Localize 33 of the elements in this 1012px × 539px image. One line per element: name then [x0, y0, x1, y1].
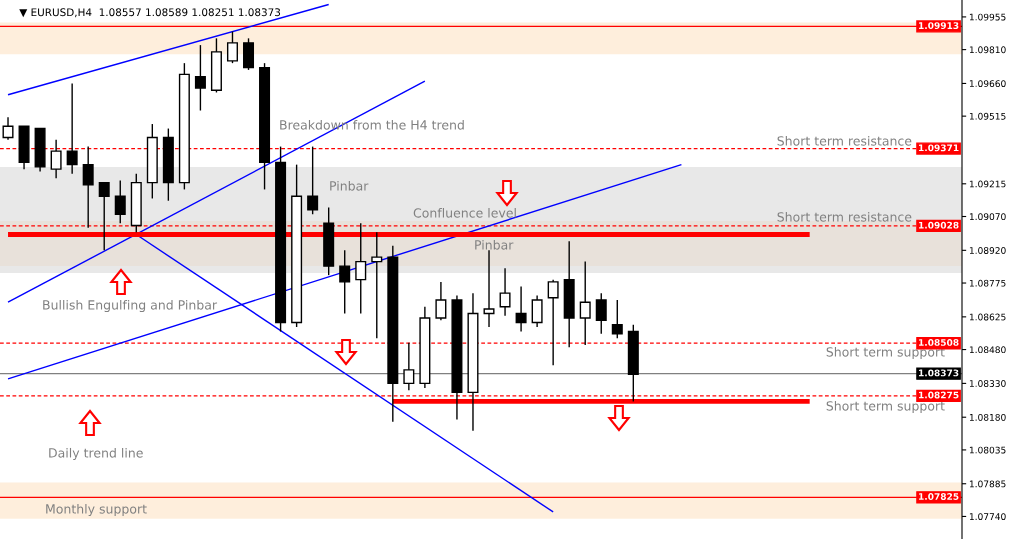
- ref-line-label: 1.08373: [919, 369, 959, 377]
- y-tick-label: 1.09955: [969, 13, 1006, 21]
- y-tick-label: 1.07740: [969, 513, 1006, 521]
- y-tick-label: 1.08180: [969, 413, 1006, 421]
- y-tick-label: 1.09810: [969, 46, 1006, 54]
- annotation: Monthly support: [46, 503, 147, 517]
- text: ▼ EURUSD,H4 1.08557 1.08589 1.08251 1.08373: [19, 8, 281, 18]
- ref-line-label: 1.09028: [919, 221, 959, 229]
- annotation: Short term support: [826, 346, 945, 360]
- y-tick-label: 1.08775: [969, 279, 1006, 287]
- annotation: Confluence level: [413, 207, 516, 218]
- y-tick-label: 1.07885: [969, 480, 1006, 488]
- ref-line-label: 1.07825: [919, 493, 959, 500]
- annotation: Short term resistance: [777, 211, 912, 222]
- ref-line-label: 1.08508: [919, 339, 959, 346]
- ref-line-label: 1.08275: [919, 391, 959, 399]
- annotation: Pinbar: [330, 180, 369, 191]
- annotation: Daily trend line: [49, 447, 143, 461]
- y-tick-label: 1.09070: [969, 213, 1006, 221]
- y-tick-label: 1.08480: [969, 346, 1006, 354]
- ref-line-label: 1.09371: [919, 144, 959, 152]
- annotation: Short term resistance: [777, 135, 912, 146]
- annotation: Short term support: [826, 400, 945, 414]
- y-tick-label: 1.08330: [969, 380, 1006, 387]
- y-tick-label: 1.08035: [969, 446, 1006, 454]
- ref-line-label: 1.09913: [919, 22, 959, 30]
- y-tick-label: 1.08920: [969, 247, 1006, 254]
- y-tick-label: 1.09660: [969, 80, 1006, 87]
- y-tick-label: 1.09515: [969, 112, 1006, 120]
- y-tick-label: 1.08625: [969, 313, 1006, 321]
- annotation: Pinbar: [475, 239, 514, 250]
- y-tick-label: 1.09215: [969, 180, 1006, 188]
- annotation: Bullish Engulfing and Pinbar: [43, 299, 218, 313]
